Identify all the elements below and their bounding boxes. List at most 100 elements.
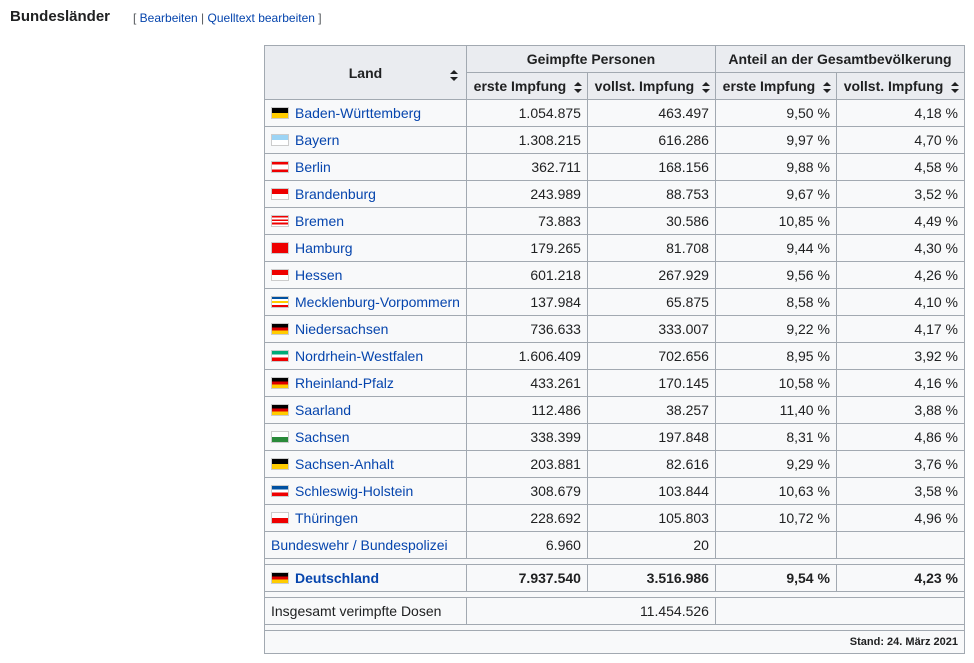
flag xyxy=(271,404,289,416)
value-cell: 105.803 xyxy=(586,504,716,532)
footnote-row: Stand: 24. März 2021 xyxy=(264,630,965,654)
flag xyxy=(271,107,289,119)
value-cell: 168.156 xyxy=(586,153,716,181)
value-cell: 9,67 % xyxy=(714,180,837,208)
land-link[interactable]: Deutschland xyxy=(295,570,380,586)
value-cell: 9,56 % xyxy=(714,261,837,289)
land-link[interactable]: Mecklenburg-Vorpommern xyxy=(295,294,460,310)
land-cell: Sachsen xyxy=(264,423,467,451)
land-link[interactable]: Brandenburg xyxy=(295,186,376,202)
value-cell: 10,85 % xyxy=(714,207,837,235)
land-link[interactable]: Sachsen-Anhalt xyxy=(295,456,394,472)
land-link[interactable]: Berlin xyxy=(295,159,331,175)
header-text: vollst. Impfung xyxy=(843,78,944,94)
data-row: Hamburg 179.265 81.708 9,44 % 4,30 % xyxy=(264,234,966,262)
total-row: Deutschland 7.937.540 3.516.986 9,54 % 4,23 … xyxy=(264,564,966,592)
value-cell: 308.679 xyxy=(465,477,588,505)
value-cell: 463.497 xyxy=(586,99,716,127)
doses-row: Insgesamt verimpfte Dosen 11.454.526 xyxy=(264,597,966,625)
land-cell: Nordrhein-Westfalen xyxy=(264,342,467,370)
land-link[interactable]: Saarland xyxy=(295,402,352,418)
edit-link[interactable]: Bearbeiten xyxy=(139,11,198,25)
data-row: Bayern 1.308.215 616.286 9,97 % 4,70 % xyxy=(264,126,966,154)
value-cell: 1.308.215 xyxy=(465,126,588,154)
land-link[interactable]: Baden-Württemberg xyxy=(295,105,422,121)
value-cell: 616.286 xyxy=(586,126,716,154)
value-cell: 3.516.986 xyxy=(586,564,716,592)
group-header: Anteil an der Gesamtbevölkerung xyxy=(714,45,966,73)
data-table: Land Geimpfte Personen Anteil an der Ges… xyxy=(264,45,966,654)
land-cell: Niedersachsen xyxy=(264,315,467,343)
value-cell: 9,88 % xyxy=(714,153,837,181)
value-cell: 30.586 xyxy=(586,207,716,235)
land-cell: Hessen xyxy=(264,261,467,289)
value-cell: 3,88 % xyxy=(835,396,966,424)
land-link[interactable]: Hamburg xyxy=(295,240,353,256)
value-cell: 8,95 % xyxy=(714,342,837,370)
column-header[interactable]: erste Impfung xyxy=(465,72,588,100)
value-cell: 179.265 xyxy=(465,234,588,262)
value-cell: 228.692 xyxy=(465,504,588,532)
land-link[interactable]: Bremen xyxy=(295,213,345,229)
flag xyxy=(271,323,289,335)
value-cell: 4,26 % xyxy=(835,261,966,289)
land-cell: Thüringen xyxy=(264,504,467,532)
land-cell: Bremen xyxy=(264,207,467,235)
value-cell: 73.883 xyxy=(465,207,588,235)
value-cell: 103.844 xyxy=(586,477,716,505)
land-link[interactable]: Hessen xyxy=(295,267,343,283)
edit-source-link[interactable]: Quelltext bearbeiten xyxy=(207,11,315,25)
column-header[interactable]: vollst. Impfung xyxy=(835,72,966,100)
land-link[interactable]: Thüringen xyxy=(295,510,359,526)
empty-cell xyxy=(714,597,966,625)
land-link[interactable]: Schleswig-Holstein xyxy=(295,483,414,499)
value-cell: 4,23 % xyxy=(835,564,966,592)
header-text: erste Impfung xyxy=(473,78,567,94)
value-cell: 9,97 % xyxy=(714,126,837,154)
data-row: Rheinland-Pfalz 433.261 170.145 10,58 % 4,16… xyxy=(264,369,966,397)
value-cell: 4,10 % xyxy=(835,288,966,316)
value-cell: 4,58 % xyxy=(835,153,966,181)
value-cell: 4,49 % xyxy=(835,207,966,235)
land-cell: Schleswig-Holstein xyxy=(264,477,467,505)
data-row: Nordrhein-Westfalen 1.606.409 702.656 8,95 … xyxy=(264,342,966,370)
value-cell: 3,52 % xyxy=(835,180,966,208)
land-link[interactable]: Bayern xyxy=(295,132,340,148)
value-cell: 4,17 % xyxy=(835,315,966,343)
flag xyxy=(271,134,289,146)
sort-icon xyxy=(822,82,831,93)
sort-icon xyxy=(951,82,959,93)
value-cell: 243.989 xyxy=(465,180,588,208)
land-link[interactable]: Sachsen xyxy=(295,429,350,445)
value-cell: 4,86 % xyxy=(835,423,966,451)
value-cell: 137.984 xyxy=(465,288,588,316)
empty-cell xyxy=(835,531,966,559)
doses-value: 11.454.526 xyxy=(465,597,716,625)
data-row: Bremen 73.883 30.586 10,85 % 4,49 % xyxy=(264,207,966,235)
value-cell: 88.753 xyxy=(586,180,716,208)
value-cell: 10,63 % xyxy=(714,477,837,505)
value-cell: 65.875 xyxy=(586,288,716,316)
land-link[interactable]: Niedersachsen xyxy=(295,321,389,337)
value-cell: 9,22 % xyxy=(714,315,837,343)
value-cell: 38.257 xyxy=(586,396,716,424)
land-cell: Saarland xyxy=(264,396,467,424)
land-link[interactable]: Nordrhein-Westfalen xyxy=(295,348,424,364)
value-cell: 601.218 xyxy=(465,261,588,289)
column-header[interactable]: erste Impfung xyxy=(714,72,837,100)
value-cell: 7.937.540 xyxy=(465,564,588,592)
value-cell: 9,50 % xyxy=(714,99,837,127)
value-cell: 702.656 xyxy=(586,342,716,370)
land-link[interactable]: Rheinland-Pfalz xyxy=(295,375,394,391)
value-cell: 736.633 xyxy=(465,315,588,343)
empty-cell xyxy=(714,531,837,559)
column-header[interactable]: vollst. Impfung xyxy=(586,72,716,100)
flag xyxy=(271,188,289,200)
land-link[interactable]: Bundeswehr / Bundespolizei xyxy=(271,537,448,553)
value-cell: 170.145 xyxy=(586,369,716,397)
value-cell: 81.708 xyxy=(586,234,716,262)
data-row: Schleswig-Holstein 308.679 103.844 10,63 % 3… xyxy=(264,477,966,505)
land-header[interactable]: Land xyxy=(264,45,467,100)
data-row: Hessen 601.218 267.929 9,56 % 4,26 % xyxy=(264,261,966,289)
